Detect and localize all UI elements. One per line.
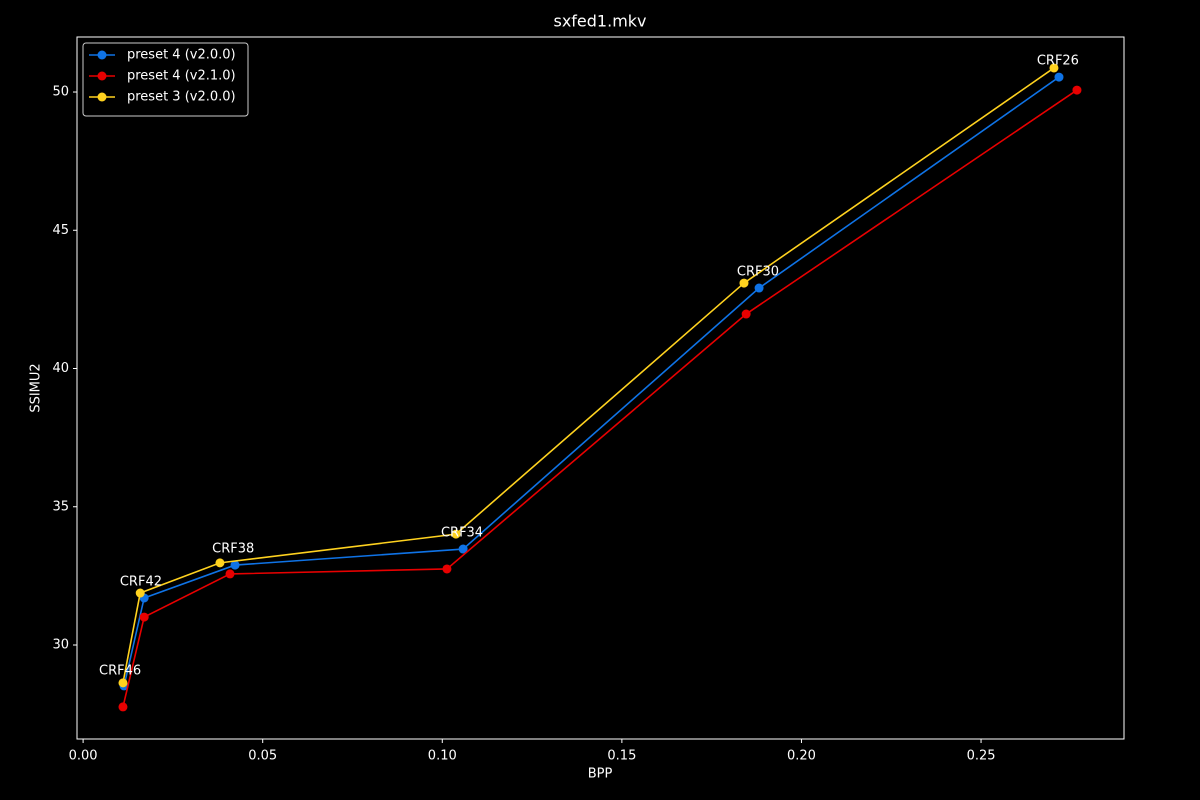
data-point (118, 678, 128, 688)
data-point (215, 558, 225, 568)
annotation: CRF30 (737, 265, 779, 280)
data-point (118, 702, 128, 712)
legend-marker (97, 71, 107, 81)
legend-marker (97, 92, 107, 102)
annotation: CRF42 (120, 574, 162, 589)
data-point (458, 544, 468, 554)
data-point (139, 612, 149, 622)
annotation: CRF34 (441, 526, 483, 541)
legend-label: preset 4 (v2.0.0) (127, 48, 236, 63)
data-point (135, 588, 145, 598)
data-point (451, 529, 461, 539)
plot-frame (76, 36, 1125, 740)
x-tick-label: 0.10 (428, 749, 457, 764)
series-line (123, 76, 1060, 687)
annotation: CRF38 (212, 542, 254, 557)
data-point (1054, 72, 1064, 82)
data-point (754, 283, 764, 293)
data-point (739, 278, 749, 288)
x-tick-label: 0.15 (607, 749, 636, 764)
data-point (1072, 85, 1082, 95)
y-tick-label: 45 (52, 223, 69, 238)
data-point (225, 569, 235, 579)
y-tick-label: 30 (52, 637, 69, 652)
annotation: CRF46 (99, 663, 141, 678)
y-tick-label: 40 (52, 361, 69, 376)
legend-box (82, 42, 249, 117)
annotation: CRF26 (1037, 54, 1079, 69)
series-line (122, 89, 1078, 708)
x-tick-label: 0.25 (967, 749, 996, 764)
data-point (442, 564, 452, 574)
chart-title: sxfed1.mkv (553, 12, 646, 31)
y-axis-label: SSIMU2 (29, 363, 44, 412)
y-tick-label: 50 (52, 85, 69, 100)
data-point (230, 560, 240, 570)
x-tick-label: 0.05 (248, 749, 277, 764)
legend-label: preset 4 (v2.1.0) (127, 69, 236, 84)
series-line (122, 67, 1055, 684)
legend-marker (97, 50, 107, 60)
data-point (741, 309, 751, 319)
data-point (1049, 63, 1059, 73)
legend-label: preset 3 (v2.0.0) (127, 90, 236, 105)
x-tick-label: 0.20 (787, 749, 816, 764)
x-axis-label: BPP (588, 767, 613, 782)
x-tick-label: 0.00 (69, 749, 98, 764)
y-tick-label: 35 (52, 499, 69, 514)
